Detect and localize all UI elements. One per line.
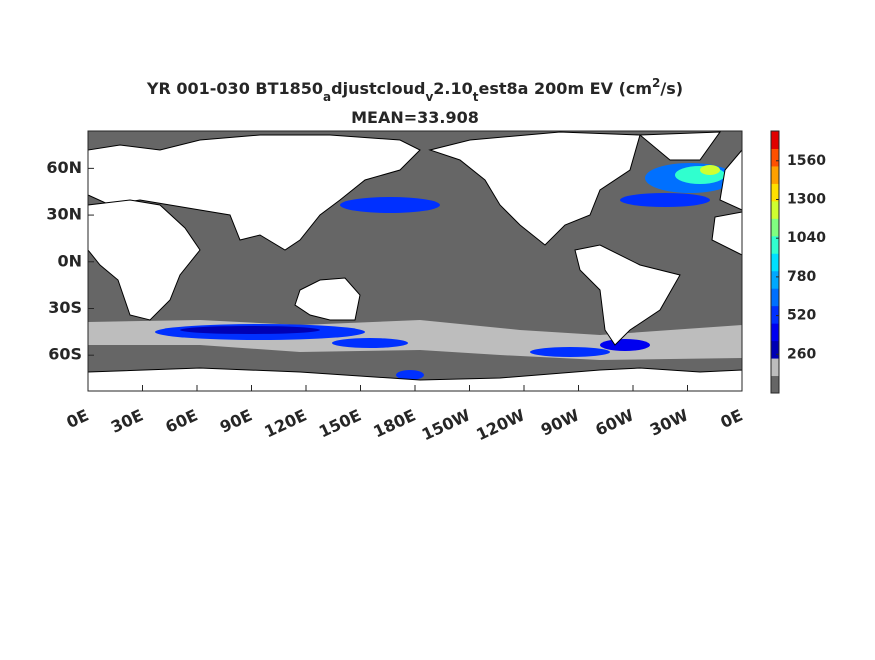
x-tick-label: 30W (647, 405, 692, 439)
colorbar-tick-label: 1040 (787, 230, 826, 246)
colorbar-cell (771, 131, 779, 149)
x-tick-label: 120W (473, 405, 528, 444)
title: YR 001-030 BT1850adjustcloudv2.10test8a … (146, 76, 683, 104)
colorbar-tick-label: 1300 (787, 191, 826, 207)
colorbar-cell (771, 270, 779, 289)
colorbar-tick-label: 1560 (787, 153, 826, 169)
x-tick-label: 0E (718, 405, 746, 432)
y-tick-label: 30S (48, 298, 82, 317)
colorbar-cell (771, 200, 779, 219)
colorbar-cell (771, 253, 779, 272)
x-tick-label: 120E (261, 405, 309, 441)
colorbar-cell (771, 288, 779, 307)
colorbar-tick-label: 780 (787, 269, 816, 285)
x-tick-label: 60E (162, 405, 200, 436)
colorbar-cell (771, 165, 779, 184)
y-tick-label: 60N (46, 158, 82, 177)
x-tick-label: 0E (64, 405, 92, 432)
x-tick-label: 90W (538, 405, 583, 439)
x-tick-label: 180E (370, 405, 418, 441)
colorbar-cell (771, 358, 779, 377)
x-tick-label: 30E (108, 405, 146, 436)
colorbar-tick-label: 260 (787, 346, 816, 362)
colorbar-cell (771, 183, 779, 202)
x-tick-label: 150W (419, 405, 474, 444)
colorbar-frame (770, 130, 780, 394)
colorbar-cell (771, 375, 779, 394)
x-tick-label: 60W (592, 405, 637, 439)
colorbar-cell (771, 305, 779, 324)
colorbar-cell (771, 218, 779, 237)
continents (87, 131, 743, 392)
x-tick-label: 150E (316, 405, 364, 441)
y-tick-label: 30N (46, 205, 82, 224)
y-tick-label: 0N (57, 251, 82, 270)
x-tick-label: 90E (217, 405, 255, 436)
colorbar-cell (771, 340, 779, 359)
colorbar-cell (771, 148, 779, 167)
colorbar-cell (771, 323, 779, 342)
y-tick-label: 60S (48, 345, 82, 364)
subtitle: MEAN=33.908 (351, 108, 479, 127)
colorbar-tick-label: 520 (787, 308, 816, 324)
colorbar-cell (771, 235, 779, 254)
